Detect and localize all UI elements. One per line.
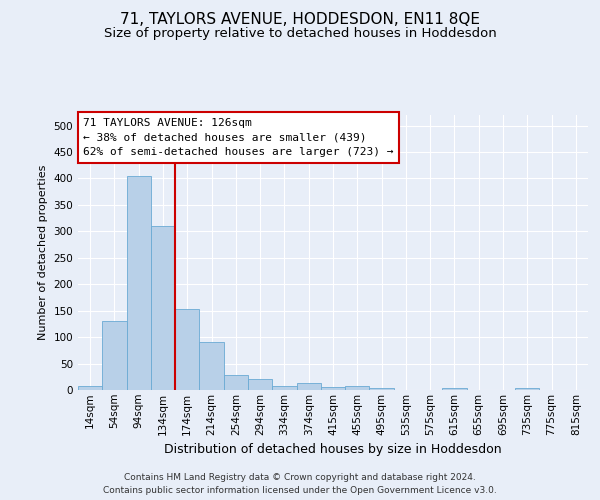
Text: Contains HM Land Registry data © Crown copyright and database right 2024.
Contai: Contains HM Land Registry data © Crown c… bbox=[103, 474, 497, 495]
Bar bbox=[78, 386, 102, 390]
Text: Size of property relative to detached houses in Hoddesdon: Size of property relative to detached ho… bbox=[104, 28, 496, 40]
Y-axis label: Number of detached properties: Number of detached properties bbox=[38, 165, 48, 340]
Bar bbox=[224, 375, 248, 390]
Text: 71, TAYLORS AVENUE, HODDESDON, EN11 8QE: 71, TAYLORS AVENUE, HODDESDON, EN11 8QE bbox=[120, 12, 480, 28]
Bar bbox=[102, 322, 127, 390]
Bar bbox=[199, 342, 224, 390]
Text: 71 TAYLORS AVENUE: 126sqm
← 38% of detached houses are smaller (439)
62% of semi: 71 TAYLORS AVENUE: 126sqm ← 38% of detac… bbox=[83, 118, 394, 158]
Bar bbox=[151, 226, 175, 390]
Bar bbox=[321, 388, 345, 390]
Bar bbox=[515, 388, 539, 390]
X-axis label: Distribution of detached houses by size in Hoddesdon: Distribution of detached houses by size … bbox=[164, 443, 502, 456]
Bar bbox=[345, 386, 370, 390]
Bar bbox=[127, 176, 151, 390]
Bar bbox=[175, 309, 199, 390]
Bar bbox=[442, 388, 467, 390]
Bar bbox=[370, 388, 394, 390]
Bar bbox=[248, 380, 272, 390]
Bar bbox=[272, 386, 296, 390]
Bar bbox=[296, 383, 321, 390]
